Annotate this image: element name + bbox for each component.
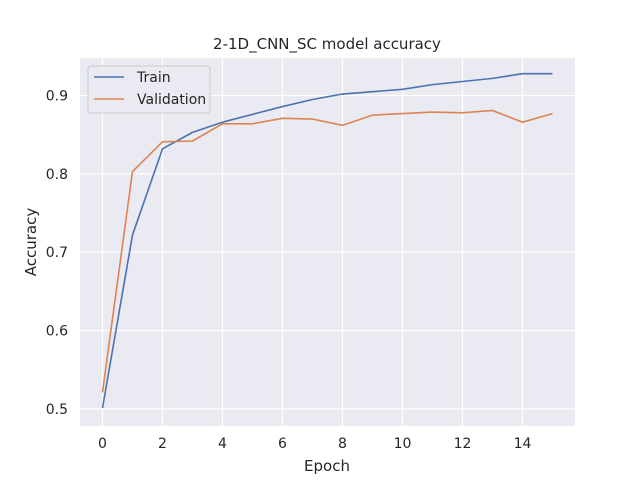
x-tick-label: 4 [218, 436, 227, 452]
x-tick-label: 6 [278, 436, 287, 452]
y-tick-label: 0.6 [46, 323, 68, 339]
series-lines [101, 72, 553, 409]
y-tick-label: 0.7 [46, 245, 68, 261]
series-line-validation [101, 109, 553, 393]
x-axis-label: Epoch [304, 457, 350, 475]
chart-title: 2-1D_CNN_SC model accuracy [213, 35, 441, 54]
y-axis-label: Accuracy [22, 208, 40, 277]
tick-labels: 0 2 4 6 8 10 12 14 0.5 0.6 0.7 0.8 0.9 [46, 89, 532, 452]
x-tick-label: 8 [338, 436, 347, 452]
x-tick-label: 2 [158, 436, 167, 452]
x-tick-label: 12 [454, 436, 472, 452]
y-tick-label: 0.9 [46, 89, 68, 105]
y-tick-label: 0.8 [46, 167, 68, 183]
x-tick-label: 0 [98, 436, 107, 452]
legend-label-validation: Validation [137, 92, 206, 108]
legend-label-train: Train [136, 70, 171, 86]
legend: Train Validation [87, 65, 211, 114]
grid-lines [80, 58, 575, 426]
y-tick-label: 0.5 [46, 402, 68, 418]
x-tick-label: 14 [514, 436, 532, 452]
x-tick-label: 10 [394, 436, 412, 452]
